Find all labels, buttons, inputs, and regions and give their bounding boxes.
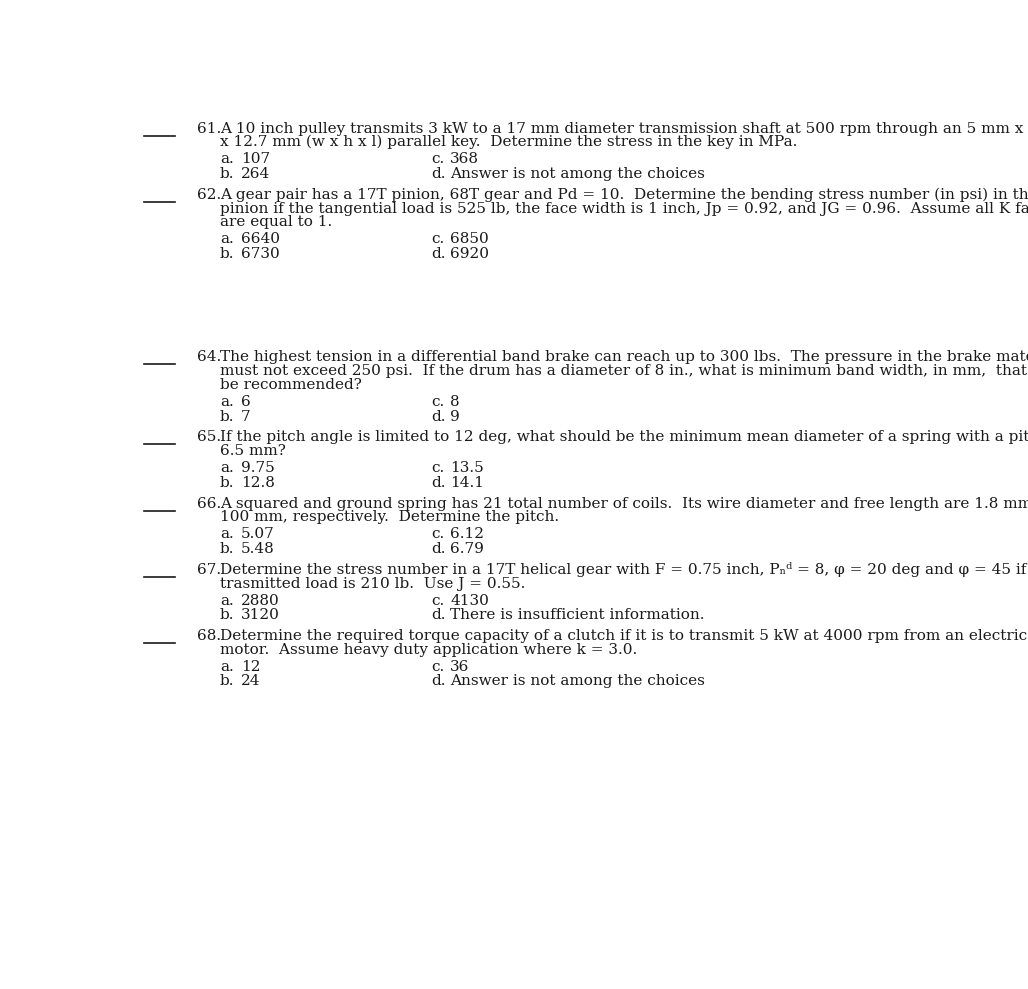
Text: 62.: 62. [196,188,221,202]
Text: pinion if the tangential load is 525 lb, the face width is 1 inch, Jp = 0.92, an: pinion if the tangential load is 525 lb,… [220,202,1028,216]
Text: Determine the stress number in a 17T helical gear with F = 0.75 inch, Pₙᵈ = 8, φ: Determine the stress number in a 17T hel… [220,562,1028,577]
Text: 12.8: 12.8 [241,476,274,490]
Text: 5.07: 5.07 [241,527,274,541]
Text: The highest tension in a differential band brake can reach up to 300 lbs.  The p: The highest tension in a differential ba… [220,350,1028,364]
Text: a.: a. [220,527,233,541]
Text: 107: 107 [241,152,270,166]
Text: 36: 36 [450,660,470,674]
Text: c.: c. [431,461,444,475]
Text: A squared and ground spring has 21 total number of coils.  Its wire diameter and: A squared and ground spring has 21 total… [220,496,1028,510]
Text: 14.1: 14.1 [450,476,484,490]
Text: 6: 6 [241,395,251,408]
Text: 8: 8 [450,395,460,408]
Text: 64.: 64. [196,350,221,364]
Text: 100 mm, respectively.  Determine the pitch.: 100 mm, respectively. Determine the pitc… [220,510,559,524]
Text: 9: 9 [450,409,460,423]
Text: 61.: 61. [196,122,221,135]
Text: d.: d. [431,674,445,688]
Text: 12: 12 [241,660,260,674]
Text: 6.5 mm?: 6.5 mm? [220,444,286,458]
Text: c.: c. [431,152,444,166]
Text: b.: b. [220,674,234,688]
Text: 6.79: 6.79 [450,542,484,556]
Text: Determine the required torque capacity of a clutch if it is to transmit 5 kW at : Determine the required torque capacity o… [220,629,1027,643]
Text: a.: a. [220,232,233,246]
Text: 66.: 66. [196,496,221,510]
Text: b.: b. [220,247,234,261]
Text: A gear pair has a 17T pinion, 68T gear and Pd = 10.  Determine the bending stres: A gear pair has a 17T pinion, 68T gear a… [220,187,1028,202]
Text: motor.  Assume heavy duty application where k = 3.0.: motor. Assume heavy duty application whe… [220,643,637,657]
Text: 6730: 6730 [241,247,280,261]
Text: There is insufficient information.: There is insufficient information. [450,608,704,622]
Text: c.: c. [431,660,444,674]
Text: trasmitted load is 210 lb.  Use J = 0.55.: trasmitted load is 210 lb. Use J = 0.55. [220,577,525,590]
Text: 6920: 6920 [450,247,489,261]
Text: 6.12: 6.12 [450,527,484,541]
Text: d.: d. [431,247,445,261]
Text: b.: b. [220,167,234,181]
Text: x 12.7 mm (w x h x l) parallel key.  Determine the stress in the key in MPa.: x 12.7 mm (w x h x l) parallel key. Dete… [220,135,798,149]
Text: a.: a. [220,593,233,607]
Text: c.: c. [431,395,444,408]
Text: a.: a. [220,395,233,408]
Text: a.: a. [220,461,233,475]
Text: d.: d. [431,542,445,556]
Text: b.: b. [220,476,234,490]
Text: 5.48: 5.48 [241,542,274,556]
Text: Answer is not among the choices: Answer is not among the choices [450,167,705,181]
Text: 7: 7 [241,409,251,423]
Text: c.: c. [431,232,444,246]
Text: must not exceed 250 psi.  If the drum has a diameter of 8 in., what is minimum b: must not exceed 250 psi. If the drum has… [220,364,1028,378]
Text: A 10 inch pulley transmits 3 kW to a 17 mm diameter transmission shaft at 500 rp: A 10 inch pulley transmits 3 kW to a 17 … [220,122,1028,135]
Text: 6850: 6850 [450,232,489,246]
Text: 9.75: 9.75 [241,461,274,475]
Text: b.: b. [220,542,234,556]
Text: c.: c. [431,527,444,541]
Text: 368: 368 [450,152,479,166]
Text: a.: a. [220,660,233,674]
Text: be recommended?: be recommended? [220,378,362,392]
Text: a.: a. [220,152,233,166]
Text: 65.: 65. [196,430,221,444]
Text: c.: c. [431,593,444,607]
Text: d.: d. [431,476,445,490]
Text: 13.5: 13.5 [450,461,484,475]
Text: 264: 264 [241,167,270,181]
Text: 67.: 67. [196,563,221,577]
Text: b.: b. [220,409,234,423]
Text: are equal to 1.: are equal to 1. [220,216,332,229]
Text: Answer is not among the choices: Answer is not among the choices [450,674,705,688]
Text: 68.: 68. [196,629,221,643]
Text: 3120: 3120 [241,608,280,622]
Text: b.: b. [220,608,234,622]
Text: 24: 24 [241,674,260,688]
Text: d.: d. [431,167,445,181]
Text: 4130: 4130 [450,593,489,607]
Text: d.: d. [431,409,445,423]
Text: d.: d. [431,608,445,622]
Text: 2880: 2880 [241,593,280,607]
Text: If the pitch angle is limited to 12 deg, what should be the minimum mean diamete: If the pitch angle is limited to 12 deg,… [220,430,1028,444]
Text: 6640: 6640 [241,232,280,246]
